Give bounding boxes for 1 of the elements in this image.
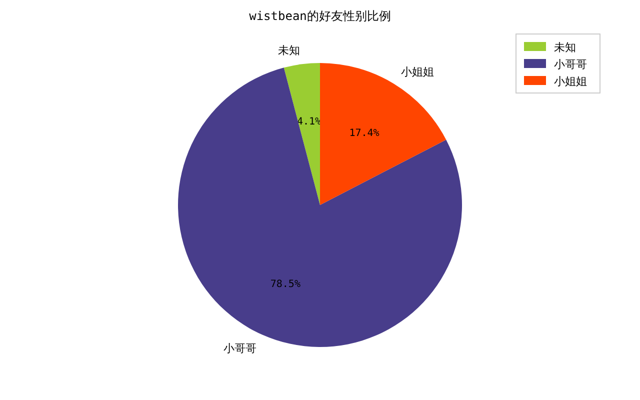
title: wistbean的好友性别比例 <box>249 9 391 23</box>
